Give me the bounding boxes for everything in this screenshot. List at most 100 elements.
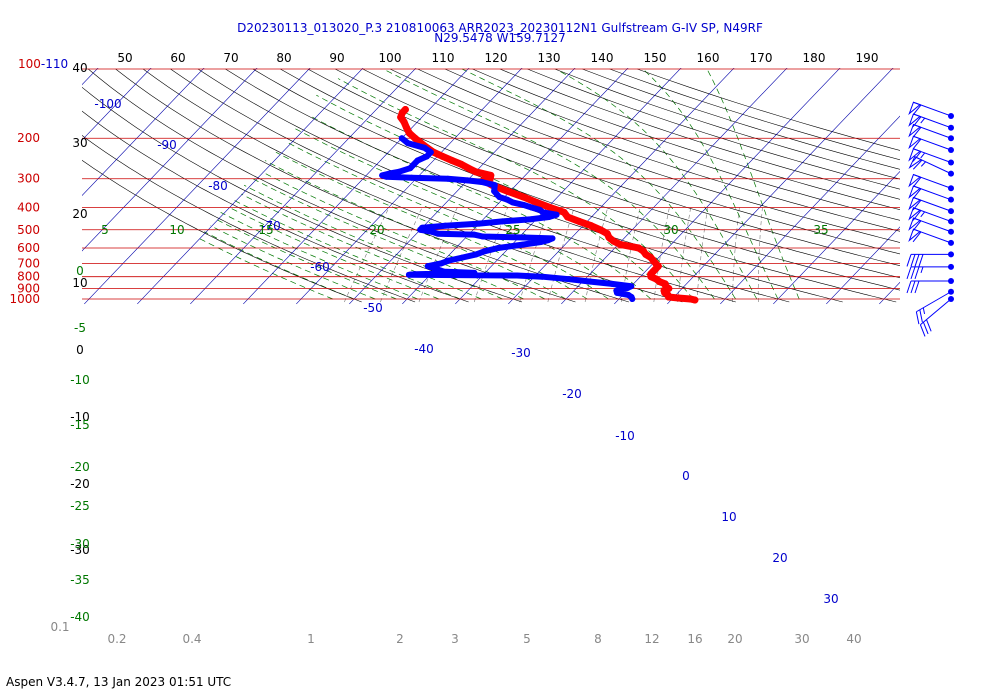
wind-barb-half-flag bbox=[920, 266, 924, 274]
temperature-point bbox=[596, 226, 604, 234]
mixing-ratio-label: 8 bbox=[594, 632, 602, 646]
chart-subtitle: N29.5478 W159.7127 bbox=[434, 31, 566, 45]
pressure-tick-label: 1000 bbox=[9, 292, 40, 306]
temperature-point bbox=[439, 152, 447, 160]
temperature-point bbox=[546, 203, 554, 211]
dewpoint-point bbox=[478, 179, 485, 186]
wind-barb-flag bbox=[914, 266, 920, 280]
temperature-point bbox=[487, 171, 495, 179]
top-axis-tick: 120 bbox=[485, 51, 508, 65]
moist-adiabat bbox=[706, 68, 800, 300]
dewpoint-point bbox=[609, 280, 616, 287]
wind-barb-flag bbox=[912, 151, 922, 162]
moist-adiabat bbox=[288, 142, 609, 300]
temperature-point bbox=[635, 244, 643, 252]
mixing-ratio-line bbox=[380, 207, 423, 303]
wind-barb-half-flag bbox=[920, 152, 926, 159]
top-axis-tick: 50 bbox=[117, 51, 132, 65]
temperature-point bbox=[575, 217, 583, 225]
dewpoint-point bbox=[428, 228, 435, 235]
wind-barb-pennant bbox=[908, 217, 921, 231]
wind-barb-pennant bbox=[908, 196, 921, 211]
mixing-ratio-label: 1 bbox=[307, 632, 315, 646]
temperature-point bbox=[519, 193, 527, 201]
temperature-point bbox=[653, 275, 661, 283]
pressure-tick-range: -110 bbox=[41, 57, 68, 71]
moist-adiabat-label: -20 bbox=[70, 460, 90, 474]
chart-title: D20230113_013020_P.3 210810063 ARR2023_2… bbox=[237, 21, 763, 35]
wind-barb-half-flag bbox=[920, 211, 926, 218]
wind-barb-flag bbox=[922, 321, 929, 335]
wind-barb-pennant bbox=[908, 123, 921, 138]
dry-adiabat bbox=[307, 68, 900, 279]
dewpoint-point bbox=[509, 199, 516, 206]
mixing-ratio-label: 16 bbox=[687, 632, 702, 646]
dry-adiabat bbox=[115, 68, 629, 303]
dewpoint-point bbox=[479, 233, 486, 240]
moist-adiabat-label: 0 bbox=[76, 264, 84, 278]
temperature-point bbox=[603, 230, 611, 238]
pressure-tick-label: 600 bbox=[17, 241, 40, 255]
wind-barb-flag bbox=[919, 309, 923, 323]
top-axis-tick: 190 bbox=[856, 51, 879, 65]
wind-barb-pennant bbox=[908, 185, 921, 199]
wind-barb bbox=[906, 251, 954, 267]
pressure-tick-main: 100 bbox=[18, 57, 41, 71]
isotherm bbox=[82, 68, 258, 252]
dry-adiabat-label: 30 bbox=[72, 136, 87, 150]
isotherm-label: 20 bbox=[772, 551, 787, 565]
dry-adiabat bbox=[417, 68, 900, 232]
dewpoint-point bbox=[491, 182, 498, 189]
wind-barbs bbox=[906, 101, 954, 337]
wind-barb bbox=[908, 123, 954, 142]
dewpoint-point bbox=[395, 168, 402, 175]
dewpoint-point bbox=[470, 231, 477, 238]
wind-barb bbox=[908, 135, 954, 154]
top-axis-tick: 90 bbox=[329, 51, 344, 65]
mixing-ratio-label: 0.4 bbox=[182, 632, 201, 646]
dewpoint-point bbox=[528, 204, 535, 211]
mixing-ratio-label: 30 bbox=[794, 632, 809, 646]
dry-adiabat bbox=[582, 68, 900, 170]
wind-barb bbox=[919, 296, 954, 337]
temperature-point bbox=[401, 106, 409, 114]
dewpoint-point bbox=[519, 241, 526, 248]
dewpoint-point bbox=[623, 285, 630, 292]
mixing-ratio-label: 20 bbox=[727, 632, 742, 646]
wind-barb-pennant bbox=[908, 135, 921, 150]
dry-adiabat bbox=[472, 68, 900, 211]
mixing-ratio-line bbox=[519, 207, 549, 303]
temperature-point bbox=[448, 157, 456, 165]
dewpoint-point bbox=[423, 153, 430, 160]
wind-barb bbox=[908, 113, 954, 131]
dewpoint-point bbox=[566, 276, 573, 283]
pressure-tick-label: 400 bbox=[17, 200, 40, 214]
moist-adiabat bbox=[337, 78, 694, 300]
dry-adiabat bbox=[82, 86, 523, 303]
wind-barb-staff bbox=[916, 291, 952, 313]
dewpoint-point bbox=[625, 291, 632, 298]
moist-adiabat bbox=[210, 225, 376, 300]
isotherm bbox=[0, 59, 1, 304]
isotherm-label: -10 bbox=[615, 429, 635, 443]
dry-adiabat bbox=[554, 68, 900, 180]
temperature-point bbox=[661, 280, 669, 288]
top-axis-tick: 70 bbox=[223, 51, 238, 65]
pressure-tick-label: 900 bbox=[17, 281, 40, 295]
pressure-tick-label: 500 bbox=[17, 223, 40, 237]
wind-barb-flag bbox=[910, 266, 916, 280]
wind-barb-flag bbox=[906, 266, 912, 280]
top-axis-tick: 130 bbox=[538, 51, 561, 65]
isotherm-label: -90 bbox=[157, 138, 177, 152]
dry-adiabat bbox=[225, 68, 843, 303]
wind-barb-flag bbox=[926, 319, 932, 332]
isotherm-label: -40 bbox=[414, 342, 434, 356]
wind-barb bbox=[915, 288, 954, 325]
isotherm bbox=[82, 68, 152, 141]
moist-adiabat-label: -10 bbox=[70, 373, 90, 387]
dewpoint-point bbox=[446, 257, 453, 264]
moist-adiabat-label: -30 bbox=[70, 537, 90, 551]
dewpoint-point bbox=[440, 268, 447, 275]
dry-adiabat bbox=[389, 68, 900, 243]
